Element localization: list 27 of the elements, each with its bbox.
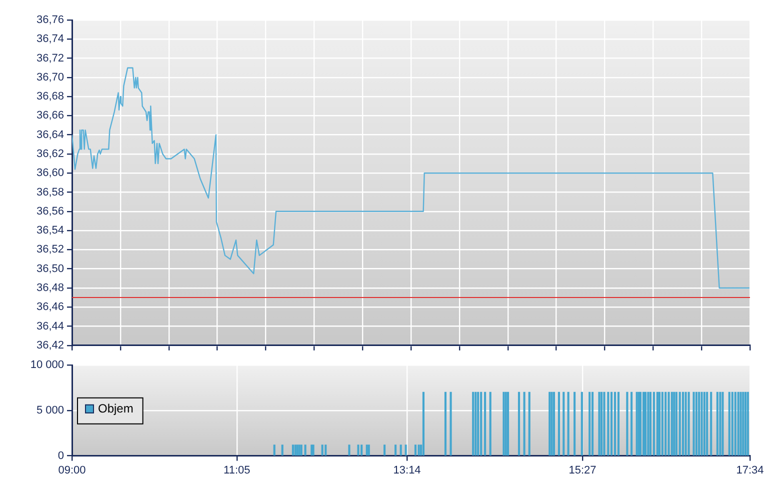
y-tick-label: 36,44 xyxy=(36,320,64,332)
y-tick-label: 36,74 xyxy=(36,33,64,46)
y-tick-label: 36,42 xyxy=(36,339,64,352)
y-tick-label: 10 000 xyxy=(30,359,64,372)
y-tick-label: 36,56 xyxy=(36,205,64,218)
y-tick-label: 36,72 xyxy=(36,52,64,64)
y-tick-label: 36,58 xyxy=(36,186,64,198)
x-tick-label: 13:14 xyxy=(393,464,421,476)
y-tick-label: 36,62 xyxy=(36,148,64,160)
y-tick-label: 5 000 xyxy=(36,404,64,416)
y-tick-label: 0 xyxy=(58,450,64,462)
y-tick-label: 36,64 xyxy=(36,128,64,141)
x-tick-label: 11:05 xyxy=(224,464,250,476)
y-tick-label: 36,54 xyxy=(36,224,64,237)
y-tick-label: 36,48 xyxy=(36,282,64,294)
x-tick-label: 09:00 xyxy=(58,464,86,476)
x-tick-label: 17:34 xyxy=(736,464,764,476)
x-tick-label: 15:27 xyxy=(568,464,596,476)
y-tick-label: 36,66 xyxy=(36,110,64,122)
y-tick-label: 36,70 xyxy=(36,71,64,84)
y-tick-label: 36,68 xyxy=(36,90,64,103)
legend-label: Objem xyxy=(98,402,134,416)
y-tick-label: 36,60 xyxy=(36,167,64,180)
y-tick-label: 36,52 xyxy=(36,244,64,256)
y-tick-label: 36,50 xyxy=(36,262,64,275)
y-tick-label: 36,46 xyxy=(36,301,64,314)
y-tick-label: 36,76 xyxy=(36,14,64,26)
